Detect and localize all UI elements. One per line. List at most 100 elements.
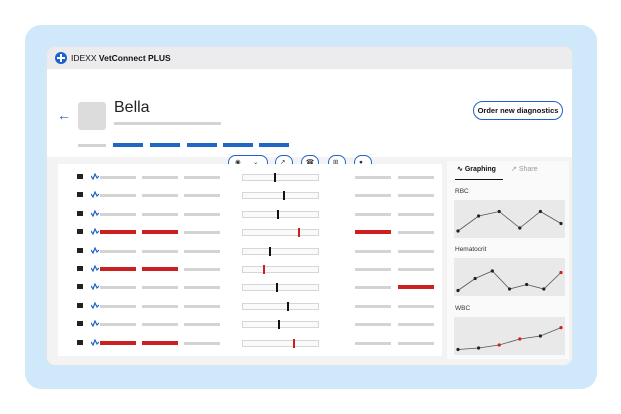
reference-range-bar [242, 320, 319, 330]
trend-chart[interactable] [454, 258, 565, 296]
flagged-value-cell [355, 230, 391, 235]
data-point [473, 276, 477, 281]
value-cell [184, 249, 220, 253]
tab-graphing[interactable]: ∿ Graphing [457, 166, 496, 173]
data-point [559, 270, 563, 275]
value-cell [398, 304, 434, 308]
chart-svg [456, 326, 563, 352]
value-cell [184, 268, 220, 271]
flagged-value-cell [142, 340, 178, 345]
table-row[interactable] [58, 263, 442, 277]
active-tab-indicator [455, 179, 503, 180]
patient-subtitle-placeholder [114, 122, 221, 125]
flagged-value-cell [398, 285, 434, 290]
table-row[interactable] [58, 300, 442, 314]
series-line [457, 211, 562, 232]
value-cell [100, 249, 136, 253]
info-link[interactable] [150, 143, 180, 147]
info-link[interactable] [187, 143, 217, 147]
trend-graph-icon[interactable] [91, 265, 99, 272]
value-cell [100, 194, 136, 198]
table-row[interactable] [58, 337, 442, 351]
value-cell [398, 268, 434, 271]
book-icon[interactable] [77, 174, 83, 179]
flagged-value-cell [142, 267, 178, 271]
results-table [58, 164, 442, 356]
tab-share[interactable]: ↗ Share [511, 166, 538, 173]
reference-range-bar [242, 209, 319, 219]
data-point [507, 287, 512, 291]
value-cell [355, 249, 391, 253]
data-point [538, 209, 542, 214]
trend-graph-icon[interactable] [91, 191, 99, 199]
chart-title: Hematocrit [455, 246, 487, 253]
book-icon[interactable] [77, 229, 83, 235]
info-link[interactable] [223, 143, 253, 147]
value-cell [100, 176, 136, 179]
trend-chart[interactable] [454, 200, 565, 238]
book-icon[interactable] [77, 266, 83, 271]
book-icon[interactable] [77, 284, 83, 290]
trend-graph-icon[interactable] [91, 320, 99, 328]
info-link[interactable] [259, 143, 289, 147]
trend-graph-icon[interactable] [91, 301, 99, 309]
chart-svg [456, 269, 563, 293]
table-row[interactable] [58, 318, 442, 332]
value-cell [184, 231, 220, 235]
book-icon[interactable] [77, 302, 83, 308]
brand-name: IDEXX [71, 53, 97, 63]
value-cell [142, 249, 178, 253]
value-cell [184, 176, 220, 179]
trend-graph-icon[interactable] [91, 228, 99, 236]
table-row[interactable] [58, 189, 442, 203]
data-point [518, 337, 522, 341]
value-cell [398, 176, 434, 179]
value-cell [100, 286, 136, 290]
book-icon[interactable] [77, 339, 83, 345]
data-point [542, 287, 546, 291]
value-cell [142, 286, 178, 290]
book-icon[interactable] [77, 247, 83, 253]
book-icon[interactable] [77, 210, 83, 216]
range-marker [269, 246, 272, 256]
trend-graph-icon[interactable] [91, 283, 99, 291]
trend-graph-icon[interactable] [91, 338, 99, 346]
value-cell [184, 286, 220, 290]
value-cell [355, 323, 391, 327]
book-icon[interactable] [77, 192, 83, 198]
data-point [559, 326, 563, 330]
table-row[interactable] [58, 281, 442, 295]
value-cell [355, 286, 391, 290]
value-cell [355, 194, 391, 198]
table-row[interactable] [58, 171, 442, 185]
trend-graph-icon[interactable] [91, 209, 99, 217]
value-cell [398, 249, 434, 253]
order-new-diagnostics-button[interactable]: Order new diagnostics [473, 101, 563, 120]
record-icon: ◉ [235, 159, 241, 166]
graph-sidebar: ∿ Graphing ↗ Share RBC Hematocrit WBC [447, 161, 569, 359]
table-row[interactable] [58, 245, 442, 259]
value-cell [355, 341, 391, 345]
reference-range-bar [242, 228, 319, 238]
back-arrow-icon[interactable]: ← [57, 107, 71, 123]
chart-svg [456, 209, 563, 233]
trend-graph-icon[interactable] [91, 246, 99, 254]
data-point [518, 226, 522, 230]
table-row[interactable] [58, 226, 442, 240]
data-point [477, 214, 481, 218]
book-icon[interactable] [77, 321, 83, 327]
trend-graph-icon[interactable] [91, 173, 99, 180]
app-title: IDEXX VetConnect PLUS [71, 52, 171, 64]
value-cell [398, 212, 434, 216]
data-point [538, 334, 542, 338]
plus-box-icon: ⊞ [333, 159, 339, 166]
data-point [525, 282, 529, 287]
reference-range-bar [242, 283, 319, 293]
patient-name: Bella [114, 99, 150, 116]
range-marker [298, 228, 301, 238]
flagged-value-cell [100, 267, 136, 271]
trend-chart[interactable] [454, 317, 565, 355]
table-row[interactable] [58, 208, 442, 222]
info-link[interactable] [113, 143, 143, 147]
tab-graphing-label: Graphing [464, 166, 496, 173]
